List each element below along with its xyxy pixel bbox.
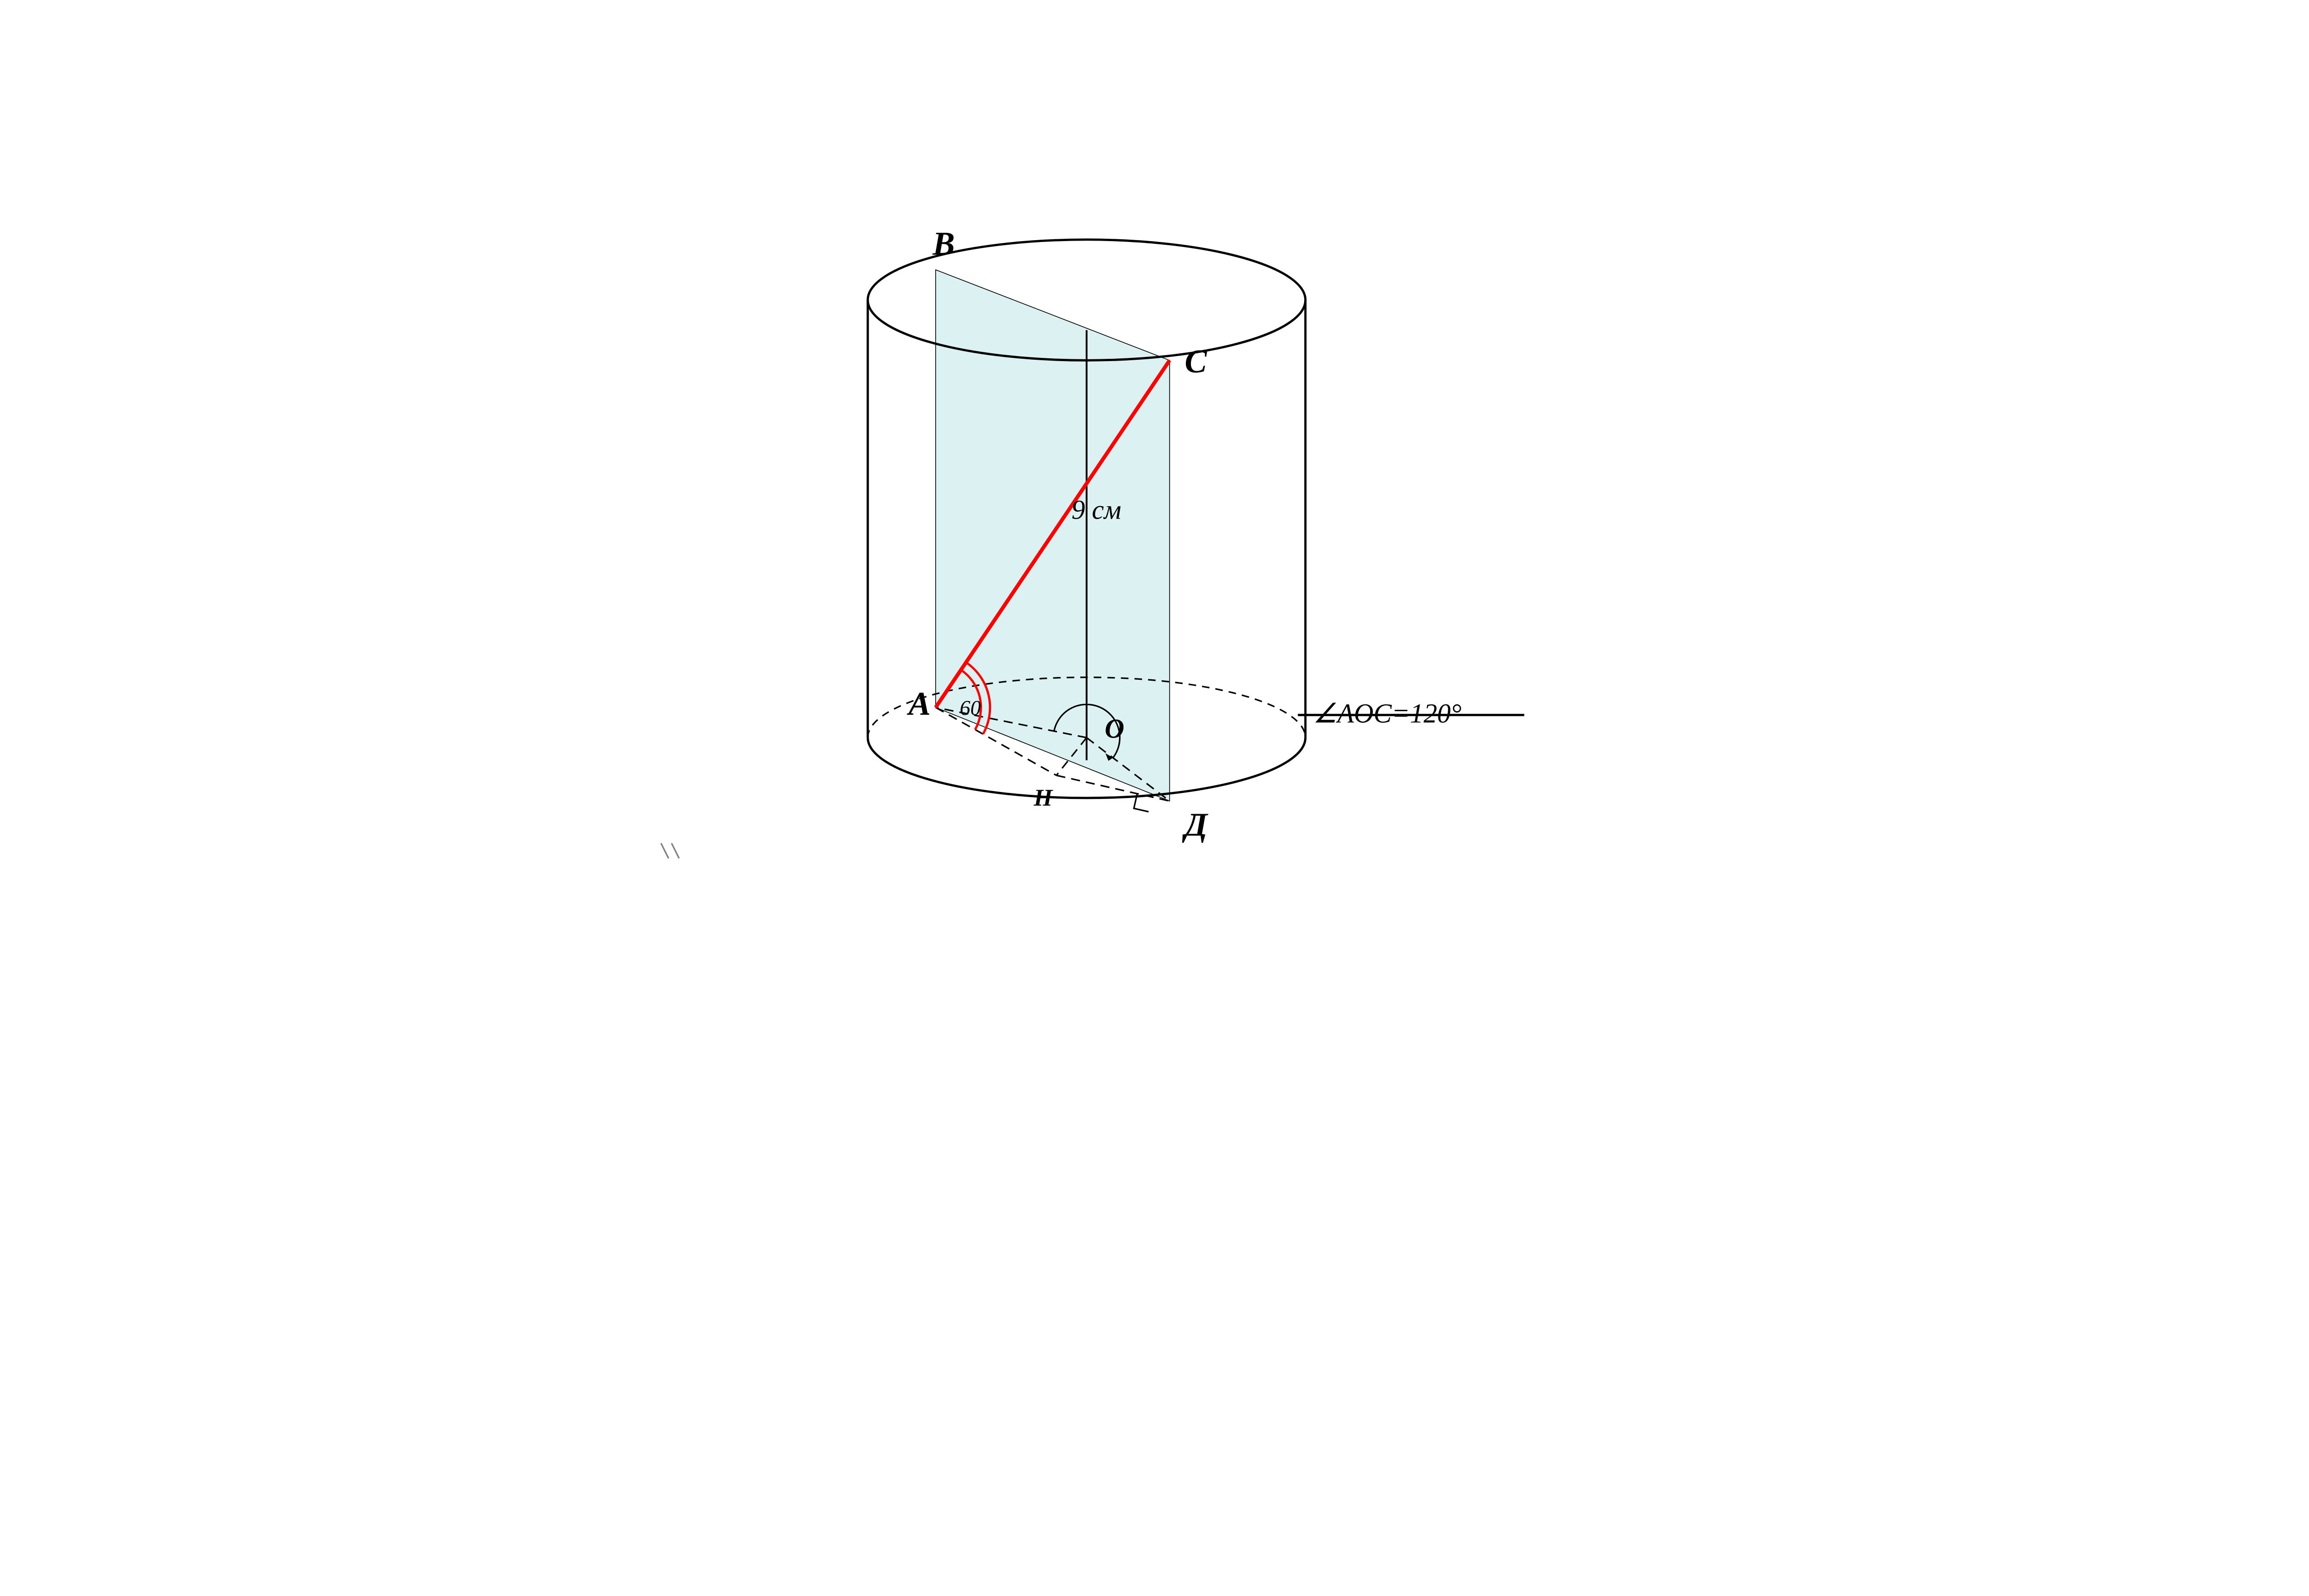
label-C: C (1185, 343, 1207, 380)
diagram-canvas: A B C Д O H 60 9 см ∠AОС=120° (0, 0, 2309, 1596)
label-D: Д (1182, 806, 1209, 843)
stray-mark-2 (671, 843, 679, 858)
label-O: O (1105, 713, 1124, 744)
label-H: H (1034, 784, 1053, 811)
label-9cm: 9 см (1071, 495, 1121, 525)
label-angle-60: 60 (960, 696, 981, 719)
cylinder-diagram-svg: A B C Д O H 60 9 см ∠AОС=120° (0, 0, 2309, 1596)
label-A: A (907, 685, 931, 722)
stray-mark-1 (661, 843, 668, 858)
label-angle-120: ∠AОС=120° (1313, 699, 1462, 729)
label-B: B (932, 225, 955, 262)
